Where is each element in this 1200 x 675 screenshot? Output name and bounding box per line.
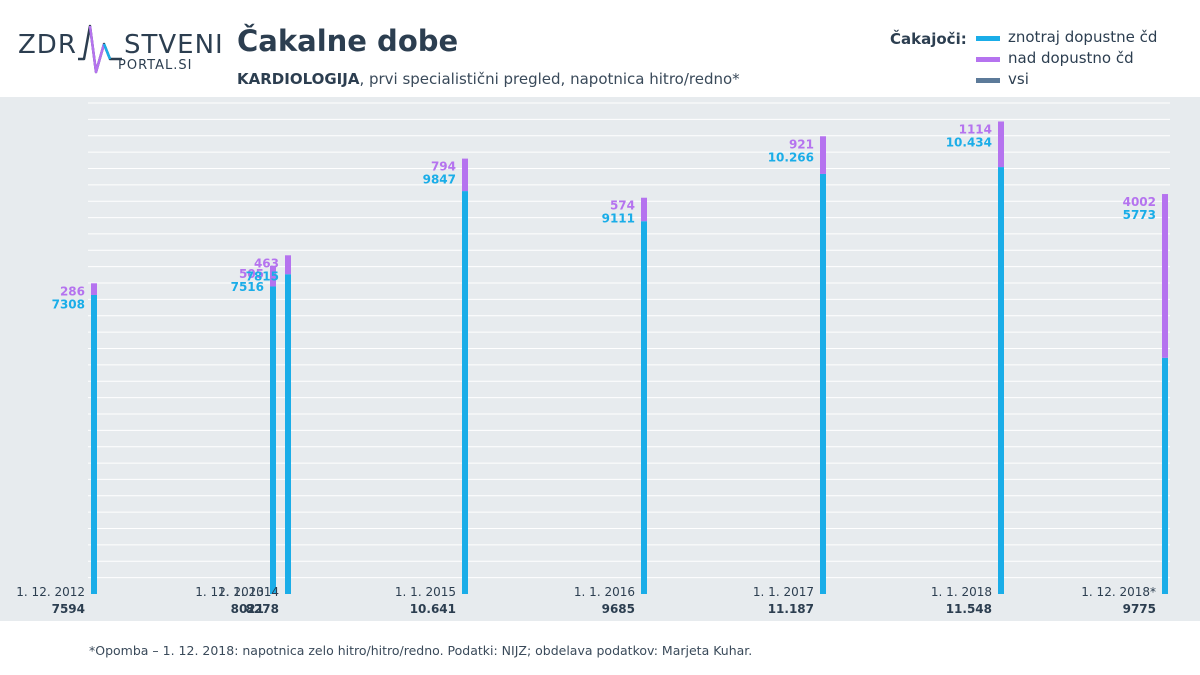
- legend-label-all: vsi: [1008, 70, 1029, 88]
- label-within-4: 9111: [602, 212, 635, 226]
- bar-within-6: [998, 167, 1004, 594]
- bar-within-5: [820, 173, 826, 594]
- logo: ZDR STVENI PORTAL.SI: [18, 14, 223, 84]
- category-label-5: 1. 1. 2017: [753, 585, 814, 599]
- category-label-2: 1. 1. 2014: [218, 585, 279, 599]
- category-label-6: 1. 1. 2018: [931, 585, 992, 599]
- label-within-5: 10.266: [768, 150, 814, 164]
- legend-swatch-within: [976, 36, 1000, 41]
- legend-label-over: nad dopustno čd: [1008, 49, 1134, 67]
- label-over-3: 794: [431, 160, 456, 174]
- total-label-4: 9685: [602, 602, 635, 616]
- category-label-7: 1. 12. 2018*: [1081, 585, 1156, 599]
- bar-within-7: [1162, 357, 1168, 594]
- legend-swatch-all: [976, 78, 1000, 83]
- chart-title: Čakalne dobe: [237, 24, 459, 58]
- label-within-2: 7815: [246, 269, 279, 283]
- label-within-7: 5773: [1123, 208, 1156, 222]
- bar-within-3: [462, 191, 468, 595]
- category-label-4: 1. 1. 2016: [574, 585, 635, 599]
- logo-text-zdr: ZDR: [18, 30, 77, 60]
- bar-over-5: [820, 136, 826, 174]
- label-within-1: 7516: [231, 280, 264, 294]
- bar-within-2: [285, 274, 291, 594]
- bar-over-1: [270, 265, 276, 287]
- total-label-3: 10.641: [410, 602, 456, 616]
- plot-area: 286 7308 1. 12. 2012 7594 505 7516 1. 12. 2013…: [0, 97, 1200, 621]
- label-within-6: 10.434: [946, 135, 992, 149]
- label-over-1: 505: [239, 267, 264, 281]
- logo-subtext: PORTAL.SI: [118, 58, 193, 73]
- total-label-5: 11.187: [768, 602, 814, 616]
- bar-over-6: [998, 121, 1004, 168]
- bar-within-1: [270, 286, 276, 594]
- total-label-0: 7594: [52, 602, 85, 616]
- label-over-5: 921: [789, 137, 814, 151]
- subtitle-specialty: KARDIOLOGIJA: [237, 70, 360, 88]
- bar-within-4: [641, 221, 647, 594]
- bar-over-4: [641, 197, 647, 222]
- subtitle-description: , prvi specialistični pregled, napotnica…: [359, 70, 740, 88]
- label-within-0: 7308: [52, 297, 85, 311]
- label-over-7: 4002: [1123, 195, 1156, 209]
- legend-swatch-over: [976, 57, 1000, 62]
- total-label-6: 11.548: [946, 602, 992, 616]
- label-over-4: 574: [610, 199, 635, 213]
- legend-label-within: znotraj dopustne čd: [1008, 28, 1158, 46]
- bar-over-7: [1162, 194, 1168, 358]
- legend-title: Čakajoči:: [890, 30, 967, 48]
- label-within-3: 9847: [423, 173, 456, 187]
- label-over-6: 1114: [959, 122, 992, 136]
- bar-over-3: [462, 158, 468, 192]
- legend: Čakajoči: znotraj dopustne čd nad dopust…: [880, 28, 1200, 98]
- total-label-2: 8278: [246, 602, 279, 616]
- bar-over-0: [91, 283, 97, 295]
- bar-within-0: [91, 294, 97, 594]
- total-label-1: 8021: [231, 602, 264, 616]
- category-label-0: 1. 12. 2012: [16, 585, 85, 599]
- total-label-7: 9775: [1123, 602, 1156, 616]
- pulse-logo-icon: [78, 24, 122, 74]
- category-label-1: 1. 12. 2013: [195, 585, 264, 599]
- category-label-3: 1. 1. 2015: [395, 585, 456, 599]
- chart-subtitle: KARDIOLOGIJA, prvi specialistični pregle…: [237, 70, 740, 88]
- label-over-2: 463: [254, 256, 279, 270]
- bar-over-2: [285, 255, 291, 275]
- logo-text-stveni: STVENI: [124, 30, 224, 60]
- label-over-0: 286: [60, 284, 85, 298]
- footnote: *Opomba – 1. 12. 2018: napotnica zelo hi…: [89, 643, 753, 658]
